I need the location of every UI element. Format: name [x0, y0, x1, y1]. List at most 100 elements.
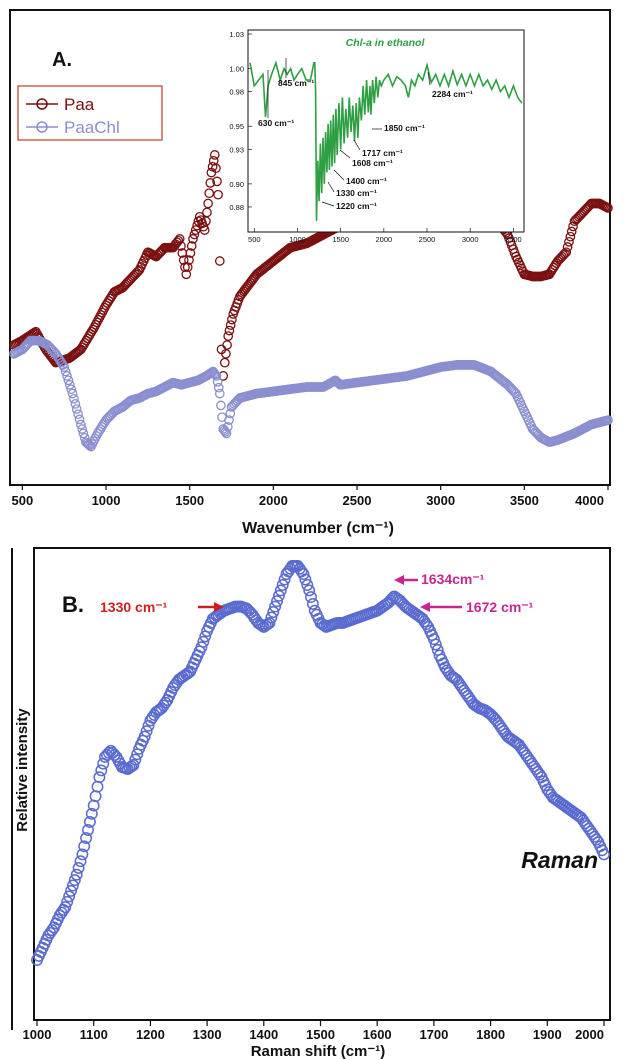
panel-a-x-ticks: 500 1000 1500 2000 2500 3000 3500 4000	[12, 484, 609, 508]
raman-x-tick-label-1000: 1000	[23, 1027, 52, 1042]
raman-point-21	[70, 868, 83, 881]
inset-frame	[247, 29, 525, 233]
annotation-1672-arrowhead	[420, 602, 430, 612]
series-paa-point-155	[214, 256, 225, 266]
inset-title: Chl-a in ethanol	[346, 37, 426, 49]
annotation-1672-raman: 1672 cm⁻¹	[466, 599, 534, 615]
series-paa-point-422	[566, 226, 577, 237]
series-paa-point-124	[176, 241, 186, 251]
raman-point-87	[195, 641, 208, 654]
raman-point-146	[306, 597, 319, 610]
inset-y-tick-label-1.03: 1.03	[229, 30, 244, 39]
annotation-1634-raman: 1634cm⁻¹	[421, 571, 485, 587]
series-paachl-point-47	[74, 414, 85, 425]
raman-point-210	[427, 633, 440, 646]
raman-point-50	[125, 760, 138, 773]
raman-point-187	[384, 594, 397, 607]
series-paa-point-129	[182, 262, 193, 273]
series-paa-point-142	[199, 225, 210, 235]
series-paa-point-448	[603, 203, 613, 213]
series-paachl-point-48	[76, 419, 86, 430]
legend-marker-paachl	[36, 121, 48, 133]
series-paa-point-131	[185, 248, 196, 258]
series-paa-point-161	[223, 331, 234, 341]
series-paachl-point-155	[220, 427, 231, 437]
annotation-1850: 1850 cm⁻¹	[384, 123, 425, 133]
series-paachl-point-39	[63, 375, 74, 386]
raman-x-tick-label-1800: 1800	[476, 1027, 505, 1042]
raman-point-145	[305, 591, 317, 604]
inset-line	[249, 60, 523, 221]
raman-point-129	[274, 584, 287, 597]
series-paachl-point-147	[211, 371, 222, 381]
raman-point-24	[76, 848, 89, 861]
raman-annotations: 1330 cm⁻¹ 1634cm⁻¹ 1672 cm⁻¹	[100, 571, 534, 615]
legend-marker-paa	[36, 98, 48, 110]
raman-point-57	[138, 730, 151, 743]
series-paa-point-154	[213, 189, 223, 200]
series-paachl-point-50	[78, 428, 89, 439]
series-paa-point-127	[180, 262, 190, 273]
raman-x-tick-label-1400: 1400	[249, 1027, 278, 1042]
series-paa-point-152	[211, 163, 221, 174]
x-tick-label-500: 500	[12, 493, 34, 508]
x-tick-label-1500: 1500	[175, 493, 204, 508]
annotation-1608: 1608 cm⁻¹	[352, 158, 393, 168]
series-paa-point-133	[188, 234, 198, 244]
series-paa-point-423	[568, 221, 578, 232]
panel-a-label: A.	[52, 49, 72, 71]
series-paa-point-418	[561, 247, 572, 258]
inset-x-tick-label-3500: 3500	[505, 235, 522, 244]
series-paachl-point-157	[222, 421, 233, 432]
raman-point-18	[65, 884, 77, 897]
series-paa-point-416	[558, 250, 569, 260]
x-tick-label-2000: 2000	[259, 493, 288, 508]
raman-point-40	[106, 746, 119, 759]
series-paa-point-417	[559, 248, 570, 259]
series-paachl-point-41	[66, 384, 77, 395]
annotation-1717-pointer	[353, 139, 361, 151]
panel-a: A. Paa PaaChl 500 1000 1500 2000 2500 3000 350…	[9, 9, 613, 537]
inset-chart: Chl-a in ethanol 0.88 0.90 0.93 0.95 0.98 1.0…	[229, 29, 525, 244]
raman-point-119	[255, 619, 268, 632]
series-paa-point-144	[202, 207, 212, 218]
raman-point-22	[72, 861, 85, 874]
raman-x-tick-label-1500: 1500	[306, 1027, 335, 1042]
panel-b: B. Relative intensity Raman 1000 1100 1200…	[11, 547, 611, 1059]
raman-point-23	[74, 855, 87, 868]
annotation-1330-arrowhead	[214, 602, 224, 612]
series-paa-point-151	[209, 150, 220, 160]
inset-x-tick-label-2000: 2000	[375, 235, 392, 244]
series-paachl-point-158	[224, 415, 234, 425]
raman-point-206	[420, 618, 433, 631]
raman-point-29	[85, 807, 98, 820]
annotation-1717: 1717 cm⁻¹	[362, 148, 403, 158]
raman-point-51	[127, 759, 140, 771]
series-paachl-point-142	[205, 368, 216, 379]
series-paa-point-420	[564, 236, 574, 247]
raman-point-266	[533, 768, 546, 781]
raman-point-125	[267, 606, 280, 618]
raman-point-128	[272, 589, 285, 602]
annotation-1634-arrowhead	[394, 575, 404, 585]
panel-b-series	[31, 560, 610, 966]
series-paa-point-153	[212, 176, 222, 187]
raman-point-124	[265, 611, 278, 624]
inset-annotations: 630 cm⁻¹ 845 cm⁻¹ 2284 cm⁻¹ 1850 cm⁻¹ 17…	[258, 58, 473, 211]
series-paachl-point-49	[77, 424, 88, 434]
raman-point-122	[261, 618, 274, 631]
panel-b-x-axis-title: Raman shift (cm⁻¹)	[251, 1043, 386, 1059]
annotation-1400: 1400 cm⁻¹	[346, 176, 387, 186]
inset-y-tick-label-0.90: 0.90	[229, 180, 244, 189]
raman-point-211	[429, 638, 442, 651]
inset-x-ticks: 500 1000 1500 2000 2500 3000 3500	[248, 228, 522, 244]
annotation-630: 630 cm⁻¹	[258, 118, 294, 128]
raman-point-127	[271, 595, 283, 608]
annotation-1220-pointer	[321, 201, 335, 207]
panel-b-x-ticks: 1000 1100 1200 1300 1400 1500 1600 1700 1800 1900…	[23, 1019, 605, 1042]
raman-point-26	[80, 832, 93, 845]
raman-x-tick-label-1100: 1100	[80, 1027, 108, 1042]
panel-b-label: B.	[62, 592, 84, 617]
series-paa-point-128	[181, 269, 192, 280]
